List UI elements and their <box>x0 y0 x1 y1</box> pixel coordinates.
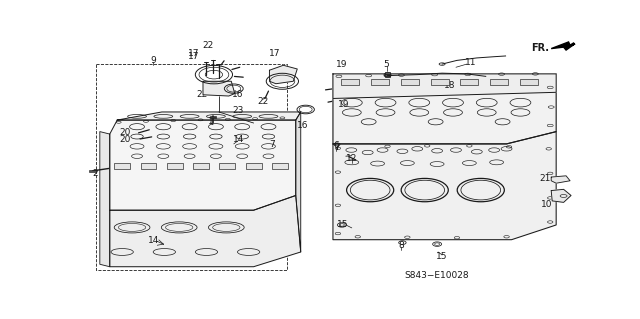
Polygon shape <box>551 176 570 183</box>
Text: 19: 19 <box>338 100 349 109</box>
Text: 17: 17 <box>188 48 200 57</box>
Polygon shape <box>203 81 235 96</box>
Bar <box>490 78 508 85</box>
Text: 23: 23 <box>232 106 243 115</box>
Text: 10: 10 <box>541 200 552 209</box>
Bar <box>220 163 236 169</box>
Bar <box>246 163 262 169</box>
Text: 12: 12 <box>346 154 358 163</box>
Text: 20: 20 <box>119 128 131 137</box>
Text: 17: 17 <box>269 48 281 57</box>
Bar <box>89 170 96 172</box>
Bar <box>167 163 182 169</box>
Bar <box>210 116 216 118</box>
Bar <box>272 163 288 169</box>
Text: 22: 22 <box>196 90 207 99</box>
Text: 18: 18 <box>444 81 455 90</box>
Bar <box>460 78 478 85</box>
Text: 20: 20 <box>119 135 131 144</box>
Text: 16: 16 <box>296 121 308 130</box>
Polygon shape <box>551 42 575 50</box>
Text: 8: 8 <box>399 241 404 249</box>
Text: 15: 15 <box>436 252 448 261</box>
Bar <box>371 78 389 85</box>
Bar <box>97 64 287 271</box>
Text: 11: 11 <box>465 58 477 67</box>
Text: 6: 6 <box>333 141 339 150</box>
Text: 17: 17 <box>188 52 200 61</box>
Polygon shape <box>333 74 556 144</box>
Polygon shape <box>551 189 571 202</box>
Bar <box>341 78 359 85</box>
Polygon shape <box>333 132 556 240</box>
Text: S843−E10028: S843−E10028 <box>405 271 469 280</box>
Bar <box>520 78 538 85</box>
Bar <box>431 78 449 85</box>
Text: 22: 22 <box>202 41 214 50</box>
Text: 2: 2 <box>92 169 98 178</box>
Text: 14: 14 <box>148 236 159 245</box>
Polygon shape <box>100 132 110 267</box>
Polygon shape <box>117 112 301 120</box>
Polygon shape <box>110 196 301 267</box>
Bar <box>141 163 156 169</box>
Bar <box>193 163 209 169</box>
Text: 7: 7 <box>269 140 275 149</box>
Text: 19: 19 <box>336 60 348 69</box>
Text: FR.: FR. <box>531 43 549 53</box>
Text: 16: 16 <box>232 90 243 99</box>
Text: 14: 14 <box>233 135 244 144</box>
Text: 22: 22 <box>257 97 268 106</box>
Polygon shape <box>296 112 301 252</box>
Text: 5: 5 <box>383 60 389 69</box>
Polygon shape <box>269 65 297 84</box>
Text: 15: 15 <box>337 220 349 229</box>
Bar <box>401 78 419 85</box>
Text: 1: 1 <box>207 117 213 126</box>
Polygon shape <box>110 120 296 210</box>
Bar <box>385 72 390 77</box>
Text: 21: 21 <box>540 174 551 183</box>
Polygon shape <box>333 74 556 99</box>
Bar <box>114 163 130 169</box>
Text: 9: 9 <box>150 56 156 65</box>
